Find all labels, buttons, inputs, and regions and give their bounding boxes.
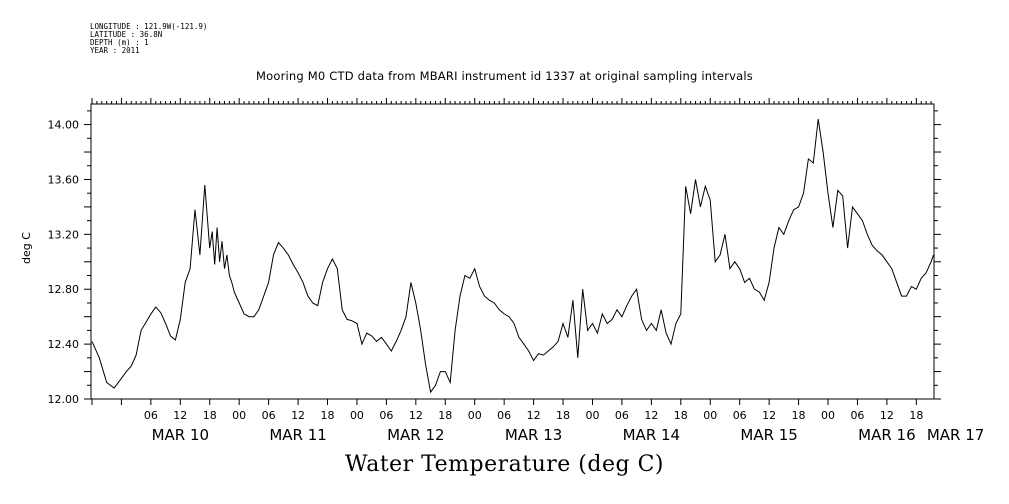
x-tick-label: 18	[909, 409, 923, 422]
x-day-label: MAR 16	[858, 426, 915, 444]
series-line	[91, 119, 934, 394]
x-tick-label: 00	[350, 409, 364, 422]
x-tick-label: 00	[468, 409, 482, 422]
variable-label: Water Temperature (deg C)	[345, 452, 664, 477]
x-tick-label: 06	[497, 409, 511, 422]
x-tick-label: 12	[880, 409, 894, 422]
x-tick-label: 06	[262, 409, 276, 422]
x-tick-label: 18	[321, 409, 335, 422]
x-tick-label: 06	[379, 409, 393, 422]
axis-tick-labels: 12.00 12.40 12.80 13.20 13.60 14.00 06 12 18 00 06…	[48, 119, 985, 444]
meta-longitude: LONGITUDE : 121.9W(-121.9)	[90, 22, 208, 31]
x-tick-label: 18	[556, 409, 570, 422]
meta-latitude: LATITUDE : 36.8N	[90, 30, 163, 39]
y-tick-label: 12.00	[48, 393, 80, 406]
x-day-label: MAR 11	[269, 426, 326, 444]
x-tick-label: 06	[615, 409, 629, 422]
y-tick-label: 13.60	[48, 173, 80, 186]
x-tick-label: 12	[527, 409, 541, 422]
x-tick-label: 18	[674, 409, 688, 422]
chart-title: Mooring M0 CTD data from MBARI instrumen…	[256, 69, 753, 83]
x-tick-label: 00	[232, 409, 246, 422]
x-tick-label: 18	[203, 409, 217, 422]
x-tick-label: 06	[144, 409, 158, 422]
plot-frame	[90, 103, 935, 400]
y-tick-label: 12.40	[48, 338, 80, 351]
x-tick-label: 00	[703, 409, 717, 422]
axis-ticks	[84, 98, 941, 405]
x-tick-label: 06	[850, 409, 864, 422]
x-day-label: MAR 14	[623, 426, 680, 444]
x-day-label: MAR 10	[152, 426, 209, 444]
y-tick-label: 12.80	[48, 283, 80, 296]
meta-depth: DEPTH (m) : 1	[90, 38, 149, 47]
x-tick-label: 18	[438, 409, 452, 422]
x-tick-label: 12	[409, 409, 423, 422]
y-tick-label: 14.00	[48, 119, 80, 132]
x-tick-label: 06	[733, 409, 747, 422]
x-tick-label: 12	[173, 409, 187, 422]
x-day-label: MAR 12	[387, 426, 444, 444]
x-tick-label: 00	[585, 409, 599, 422]
x-tick-label: 18	[792, 409, 806, 422]
y-tick-label: 13.20	[48, 228, 80, 241]
meta-year: YEAR : 2011	[90, 46, 140, 55]
x-day-label: MAR 17	[927, 426, 984, 444]
x-tick-label: 00	[821, 409, 835, 422]
x-tick-label: 12	[644, 409, 658, 422]
x-day-label: MAR 13	[505, 426, 562, 444]
x-tick-label: 12	[762, 409, 776, 422]
x-tick-label: 12	[291, 409, 305, 422]
x-day-label: MAR 15	[740, 426, 797, 444]
